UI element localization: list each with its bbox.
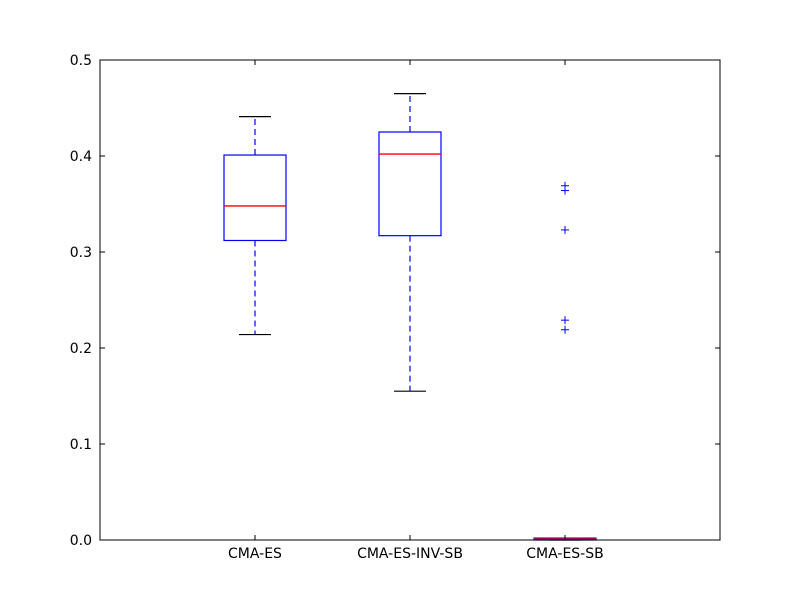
- plot-marks: [223, 92, 597, 541]
- outlier-point: [561, 186, 569, 195]
- y-tick-label: 0.2: [70, 341, 92, 357]
- x-tick-label: CMA-ES-INV-SB: [357, 546, 463, 562]
- y-axis: 0.0 0.1 0.2 0.3 0.4 0.5: [70, 53, 720, 549]
- box-group: [378, 92, 442, 392]
- box-group: [223, 116, 287, 336]
- iqr-box: [378, 131, 442, 237]
- x-tick-label: CMA-ES-SB: [526, 546, 603, 562]
- y-tick-label: 0.1: [70, 437, 92, 453]
- x-tick-label: CMA-ES: [228, 546, 282, 562]
- y-tick-label: 0.4: [70, 149, 92, 165]
- y-tick-label: 0.3: [70, 245, 92, 261]
- box-group: [533, 181, 597, 541]
- iqr-box: [223, 154, 287, 242]
- outlier-point: [561, 316, 569, 325]
- x-axis: CMA-ES CMA-ES-INV-SB CMA-ES-SB: [228, 60, 604, 562]
- y-tick-label: 0.5: [70, 53, 92, 69]
- outlier-point: [561, 225, 569, 234]
- outlier-point: [561, 325, 569, 334]
- y-tick-label: 0.0: [70, 533, 92, 549]
